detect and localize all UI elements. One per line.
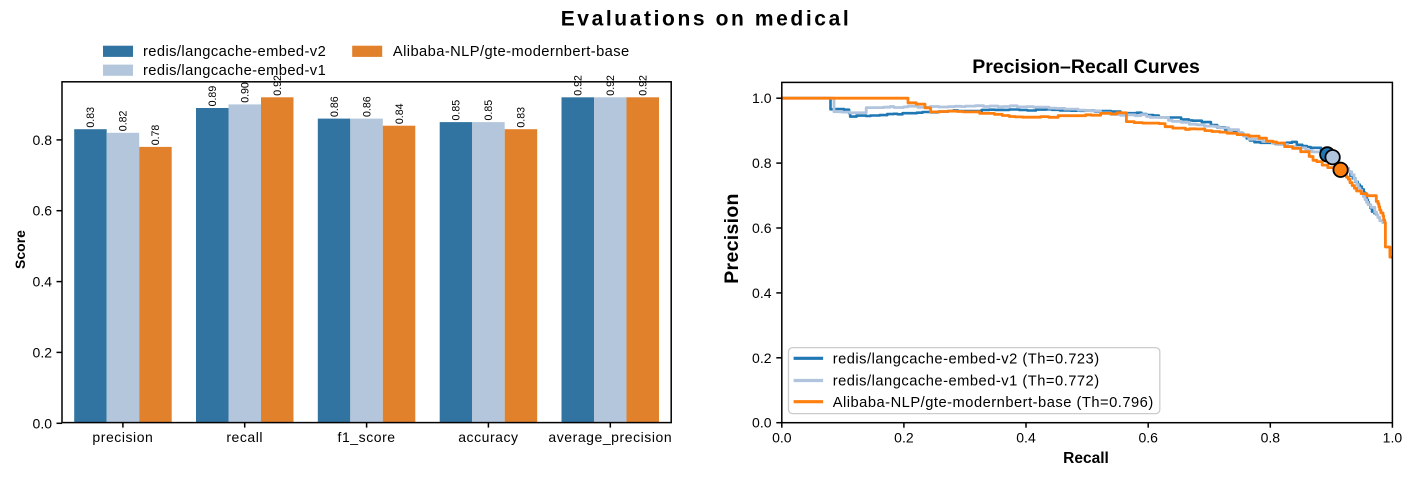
svg-text:0.4: 0.4 (33, 274, 53, 290)
svg-text:redis/langcache-embed-v1: redis/langcache-embed-v1 (143, 63, 326, 79)
svg-text:0.89: 0.89 (207, 86, 219, 107)
svg-text:0.8: 0.8 (33, 132, 53, 148)
svg-text:0.0: 0.0 (752, 415, 772, 431)
svg-text:0.0: 0.0 (772, 429, 792, 445)
svg-text:0.84: 0.84 (394, 103, 406, 124)
svg-text:0.92: 0.92 (573, 75, 585, 96)
svg-text:1.0: 1.0 (752, 90, 772, 106)
svg-text:Score: Score (12, 230, 28, 269)
svg-text:accuracy: accuracy (458, 429, 518, 445)
svg-text:0.86: 0.86 (361, 96, 373, 117)
svg-text:redis/langcache-embed-v1 (Th=0: redis/langcache-embed-v1 (Th=0.772) (833, 374, 1100, 390)
svg-text:Recall: Recall (1063, 450, 1109, 467)
svg-text:0.2: 0.2 (752, 350, 772, 366)
svg-text:0.92: 0.92 (605, 75, 617, 96)
svg-text:0.4: 0.4 (1016, 429, 1036, 445)
svg-text:precision: precision (92, 429, 153, 445)
svg-text:0.6: 0.6 (1138, 429, 1158, 445)
svg-text:0.85: 0.85 (451, 100, 463, 121)
svg-text:0.2: 0.2 (33, 344, 53, 360)
svg-text:0.6: 0.6 (752, 220, 772, 236)
svg-text:redis/langcache-embed-v2: redis/langcache-embed-v2 (143, 44, 326, 60)
svg-text:Precision–Recall Curves: Precision–Recall Curves (972, 56, 1200, 78)
svg-text:1.0: 1.0 (1383, 429, 1403, 445)
svg-text:Alibaba-NLP/gte-modernbert-bas: Alibaba-NLP/gte-modernbert-base (393, 44, 630, 60)
svg-text:f1_score: f1_score (338, 429, 396, 445)
svg-text:0.83: 0.83 (516, 107, 528, 128)
svg-text:0.85: 0.85 (483, 100, 495, 121)
svg-text:0.2: 0.2 (894, 429, 914, 445)
svg-text:0.6: 0.6 (33, 203, 53, 219)
svg-text:0.8: 0.8 (752, 155, 772, 171)
svg-text:0.83: 0.83 (85, 107, 97, 128)
svg-text:0.92: 0.92 (272, 75, 284, 96)
svg-text:0.78: 0.78 (150, 125, 162, 146)
svg-text:0.82: 0.82 (118, 110, 130, 131)
svg-text:0.92: 0.92 (638, 75, 650, 96)
svg-text:0.8: 0.8 (1261, 429, 1281, 445)
svg-text:0.4: 0.4 (752, 285, 772, 301)
svg-text:0.0: 0.0 (33, 415, 53, 431)
svg-text:redis/langcache-embed-v2 (Th=0: redis/langcache-embed-v2 (Th=0.723) (833, 352, 1100, 368)
svg-text:average_precision: average_precision (548, 429, 672, 445)
svg-text:Alibaba-NLP/gte-modernbert-bas: Alibaba-NLP/gte-modernbert-base (Th=0.79… (833, 395, 1154, 411)
svg-text:0.90: 0.90 (240, 82, 252, 103)
svg-text:Evaluations on medical: Evaluations on medical (561, 8, 852, 31)
svg-text:recall: recall (226, 429, 263, 445)
svg-text:Precision: Precision (721, 193, 743, 284)
svg-text:0.86: 0.86 (329, 96, 341, 117)
